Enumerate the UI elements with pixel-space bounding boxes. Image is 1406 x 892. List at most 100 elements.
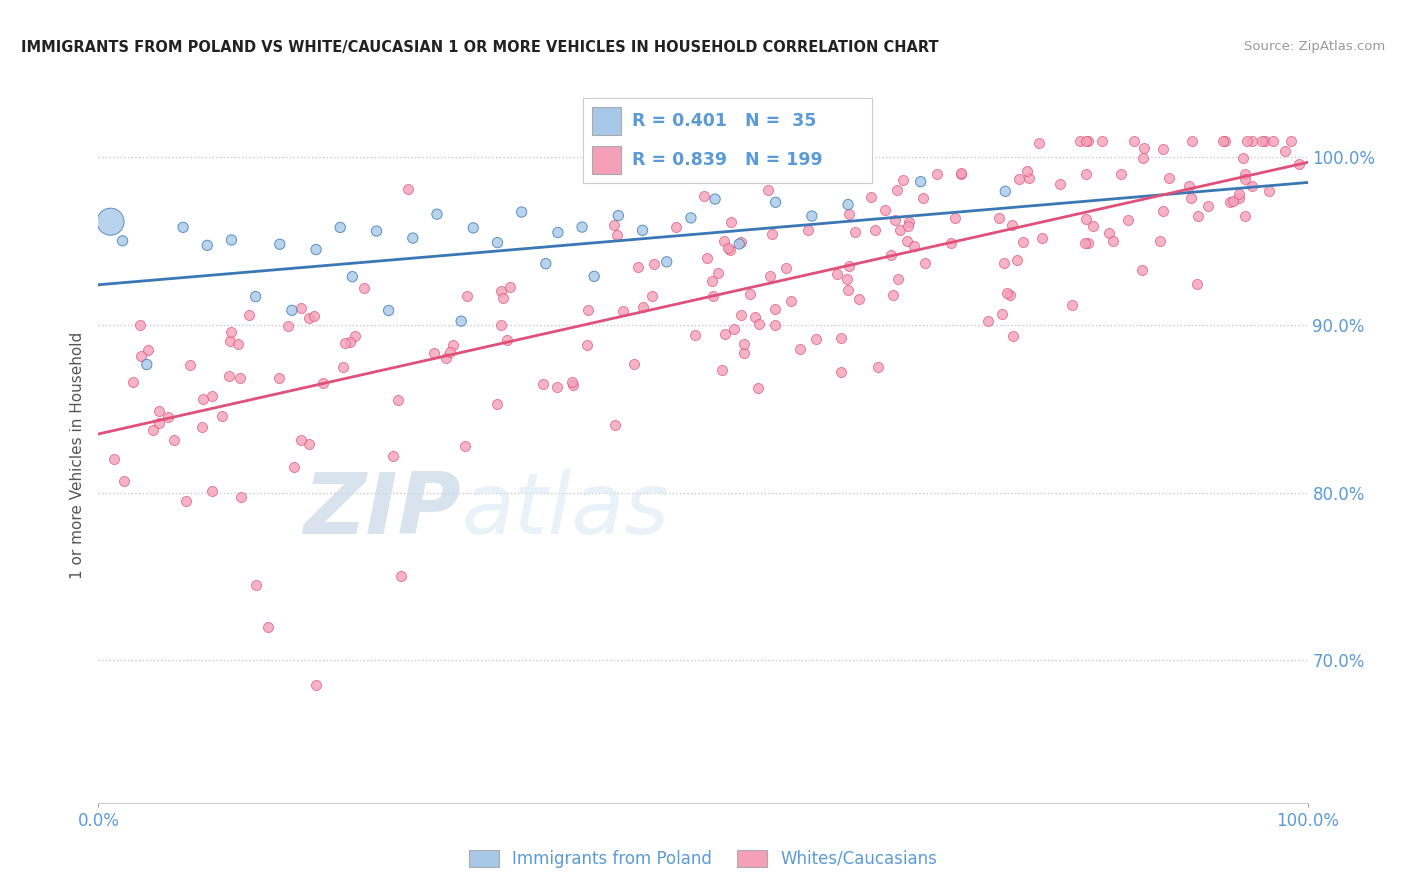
Point	[298, 310, 321, 325]
Point	[896, 234, 918, 248]
Point	[547, 226, 569, 240]
Point	[718, 243, 741, 257]
Point	[693, 189, 716, 203]
Point	[342, 269, 364, 284]
Point	[1159, 171, 1181, 186]
Point	[713, 235, 735, 249]
Point	[1101, 234, 1123, 248]
Point	[1074, 167, 1097, 181]
Point	[377, 303, 399, 318]
Point	[1098, 226, 1121, 240]
Point	[112, 474, 135, 488]
Point	[873, 202, 896, 217]
Point	[111, 234, 134, 248]
Point	[612, 303, 634, 318]
Point	[720, 215, 742, 229]
Point	[174, 494, 197, 508]
Point	[396, 182, 419, 196]
Point	[1212, 134, 1234, 148]
Point	[1152, 142, 1174, 156]
Point	[103, 452, 125, 467]
Point	[711, 363, 734, 377]
Point	[135, 358, 157, 372]
Point	[163, 434, 186, 448]
Point	[603, 218, 626, 232]
Point	[950, 166, 973, 180]
Point	[381, 449, 404, 463]
Point	[463, 220, 485, 235]
Point	[531, 376, 554, 391]
Point	[903, 239, 925, 253]
Point	[744, 310, 766, 324]
Point	[305, 678, 328, 692]
Point	[138, 343, 160, 357]
Point	[256, 620, 278, 634]
Point	[804, 136, 827, 150]
Text: atlas: atlas	[461, 469, 669, 552]
Point	[733, 346, 755, 360]
Text: IMMIGRANTS FROM POLAND VS WHITE/CAUCASIAN 1 OR MORE VEHICLES IN HOUSEHOLD CORREL: IMMIGRANTS FROM POLAND VS WHITE/CAUCASIA…	[21, 40, 939, 55]
Point	[1152, 204, 1174, 219]
Point	[631, 300, 654, 314]
Point	[1234, 209, 1257, 223]
FancyBboxPatch shape	[592, 146, 621, 175]
Point	[1261, 134, 1284, 148]
Point	[211, 409, 233, 423]
Point	[510, 205, 533, 219]
Point	[882, 288, 904, 302]
Point	[1213, 134, 1236, 148]
Point	[886, 183, 908, 197]
Point	[830, 331, 852, 345]
Point	[835, 272, 858, 286]
Point	[1197, 199, 1219, 213]
Point	[884, 213, 907, 227]
Point	[302, 309, 325, 323]
Point	[434, 351, 457, 365]
Point	[312, 376, 335, 390]
Point	[1001, 329, 1024, 343]
Point	[578, 303, 600, 318]
Point	[1077, 134, 1099, 148]
Point	[1187, 210, 1209, 224]
Point	[298, 437, 321, 451]
Point	[800, 209, 823, 223]
Point	[583, 269, 606, 284]
Point	[1008, 171, 1031, 186]
Point	[723, 322, 745, 336]
Point	[1012, 235, 1035, 249]
Point	[779, 294, 801, 309]
Point	[1241, 134, 1264, 148]
Point	[229, 371, 252, 385]
Point	[830, 364, 852, 378]
Point	[607, 209, 630, 223]
Point	[1049, 178, 1071, 192]
Point	[730, 235, 752, 250]
Point	[627, 260, 650, 274]
Point	[1074, 211, 1097, 226]
Point	[943, 211, 966, 226]
Point	[925, 167, 948, 181]
Point	[1185, 277, 1208, 291]
Point	[887, 272, 910, 286]
Point	[827, 267, 849, 281]
Point	[329, 220, 352, 235]
Point	[219, 334, 242, 348]
Point	[860, 190, 883, 204]
Point	[1178, 179, 1201, 194]
Point	[426, 207, 449, 221]
Point	[702, 289, 724, 303]
Point	[179, 358, 201, 372]
Point	[195, 238, 218, 252]
Point	[987, 211, 1010, 226]
Point	[129, 318, 152, 332]
Point	[489, 318, 512, 332]
Point	[1279, 134, 1302, 148]
Point	[492, 291, 515, 305]
Point	[897, 219, 920, 233]
Point	[977, 313, 1000, 327]
Point	[804, 332, 827, 346]
Point	[1288, 157, 1310, 171]
Point	[1236, 134, 1258, 148]
Point	[486, 235, 509, 250]
Point	[486, 397, 509, 411]
